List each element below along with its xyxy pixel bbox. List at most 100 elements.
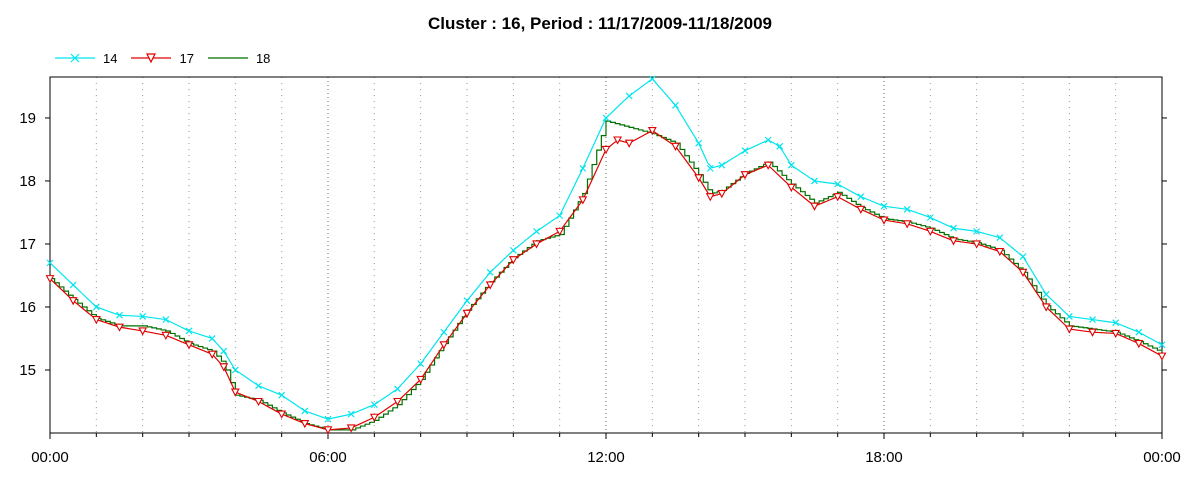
data-point-17 (207, 350, 217, 359)
data-point-14 (1089, 316, 1096, 324)
data-point-14 (811, 177, 818, 185)
x-tick-label: 06:00 (309, 449, 347, 466)
data-point-14 (706, 164, 714, 172)
chart-title: Cluster : 16, Period : 11/17/2009-11/18/… (428, 14, 772, 33)
data-point-17 (68, 297, 78, 306)
legend-swatch-14 (55, 53, 95, 63)
data-point-18 (165, 330, 167, 332)
data-point-14 (1112, 319, 1120, 327)
y-tick-label: 19 (19, 110, 36, 127)
data-point-17 (230, 388, 240, 397)
data-point-14 (1158, 341, 1166, 349)
data-point-17 (995, 247, 1005, 257)
data-point-14 (880, 202, 888, 210)
data-point-17 (161, 331, 171, 340)
data-point-14 (950, 224, 957, 232)
data-point-17 (624, 139, 634, 148)
data-point-14 (625, 92, 633, 100)
data-point-17 (1041, 303, 1051, 312)
data-point-14 (776, 142, 784, 150)
data-point-18 (582, 192, 584, 195)
data-point-14 (741, 147, 749, 155)
data-point-14 (695, 139, 703, 147)
data-point-17 (613, 136, 623, 145)
legend-swatch-18 (207, 57, 248, 59)
x-tick-label: 00:00 (1143, 449, 1181, 466)
legend: 14 17 18 (55, 49, 284, 67)
data-point-14 (394, 385, 401, 393)
data-point-14 (301, 407, 309, 415)
data-point-14 (46, 259, 54, 267)
data-point-17 (254, 397, 263, 407)
data-point-14 (463, 297, 471, 305)
data-point-17 (647, 127, 657, 136)
data-point-17 (219, 363, 229, 372)
data-point-14 (787, 161, 795, 169)
data-point-17 (601, 145, 611, 155)
legend-swatch-17 (131, 53, 172, 64)
data-point-17 (740, 171, 750, 180)
data-point-17 (508, 256, 518, 265)
data-point-17 (949, 237, 958, 246)
data-point-14 (139, 313, 147, 320)
data-point-17 (91, 316, 101, 325)
data-point-17 (300, 419, 310, 429)
data-point-17 (1088, 328, 1097, 337)
data-point-17 (1018, 268, 1028, 277)
data-point-14 (417, 360, 425, 368)
legend-item-14: 14 (55, 51, 117, 66)
data-point-14 (486, 268, 494, 276)
data-point-17 (323, 426, 333, 435)
legend-label-18: 18 (255, 50, 271, 66)
series-line-17 (49, 129, 1163, 431)
data-point-17 (115, 323, 124, 332)
data-point-14 (648, 75, 656, 83)
data-point-17 (763, 161, 773, 170)
data-point-17 (369, 413, 379, 422)
legend-item-17: 17 (131, 51, 194, 66)
data-point-17 (925, 227, 935, 237)
y-tick-label: 17 (19, 236, 36, 253)
data-point-17 (416, 375, 426, 385)
data-point-17 (184, 341, 194, 350)
data-point-17 (485, 281, 495, 290)
data-point-14 (718, 161, 726, 169)
data-point-14 (602, 114, 610, 122)
data-point-14 (208, 335, 216, 342)
data-point-14 (231, 366, 239, 374)
data-point-14 (185, 327, 193, 335)
data-point-17 (717, 190, 727, 199)
data-point-14 (278, 391, 286, 399)
data-point-17 (45, 275, 55, 284)
data-point-14 (857, 193, 865, 201)
data-point-18 (141, 325, 144, 327)
data-point-14 (1065, 313, 1073, 320)
data-point-14 (509, 246, 517, 254)
data-point-17 (277, 410, 287, 419)
data-point-17 (1064, 325, 1074, 334)
y-tick-label: 15 (19, 362, 36, 379)
data-point-17 (810, 202, 819, 211)
data-point-14 (162, 316, 170, 324)
data-point-14 (255, 382, 262, 390)
data-point-14 (579, 164, 587, 172)
x-tick-label: 18:00 (865, 449, 903, 466)
data-point-14 (1042, 290, 1050, 298)
y-tick-label: 16 (19, 299, 36, 316)
data-point-14 (1019, 253, 1027, 260)
data-point-17 (393, 397, 402, 407)
data-point-14 (347, 410, 355, 418)
data-point-17 (578, 196, 588, 205)
data-point-17 (902, 220, 912, 229)
data-point-17 (346, 424, 356, 433)
data-point-14 (370, 401, 378, 409)
x-tick-label: 12:00 (587, 449, 625, 466)
data-point-14 (556, 212, 564, 220)
data-point-18 (628, 126, 630, 129)
data-point-14 (926, 214, 934, 221)
data-point-17 (786, 183, 796, 192)
x-tick-label: 00:00 (31, 449, 69, 466)
data-point-14 (533, 227, 540, 235)
data-point-14 (324, 415, 332, 423)
